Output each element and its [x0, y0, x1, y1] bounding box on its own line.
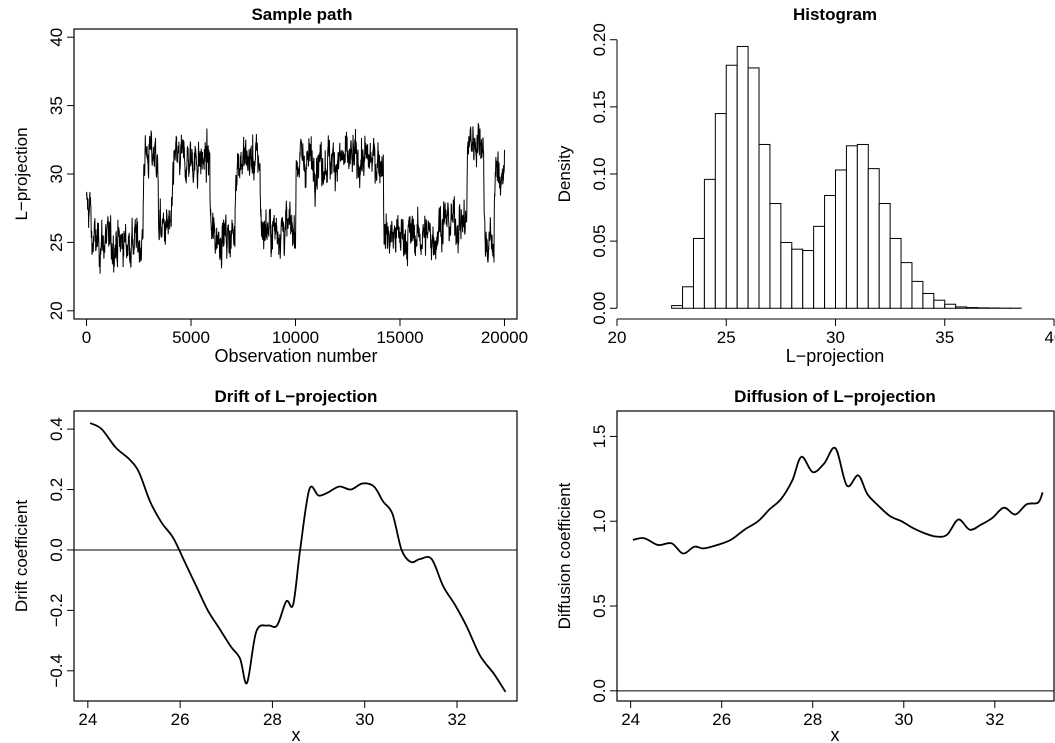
plot-frame: [617, 411, 1054, 701]
axis-ticks: 24 26 28 30 32 0.0 0.5 1.0 1.5: [590, 425, 1004, 729]
x-tick-label: 15000: [376, 328, 423, 347]
y-tick-label: 1.0: [590, 509, 609, 533]
plot-frame: [74, 29, 517, 319]
x-tick-label: 30: [894, 710, 913, 729]
y-axis-label: Drift coefficient: [12, 500, 31, 612]
x-tick-label: 10000: [272, 328, 319, 347]
chart-title: Diffusion of L−projection: [734, 387, 936, 406]
histogram-bar: [868, 169, 879, 309]
y-tick-label: 20: [47, 301, 66, 320]
y-axis-label: Diffusion coefficient: [555, 482, 574, 629]
x-tick-label: 24: [621, 710, 640, 729]
histogram-bar: [846, 146, 857, 308]
panel-diffusion: Diffusion of L−projection 24 26 28 30 32 0.0 0…: [555, 387, 1054, 743]
histogram-bar: [814, 226, 825, 308]
x-tick-label: 32: [448, 710, 467, 729]
histogram-bar: [956, 307, 967, 308]
y-tick-label: 0.05: [590, 225, 609, 258]
histogram-bar: [890, 238, 901, 308]
plot-frame: [74, 411, 517, 701]
x-axis-label: x: [292, 725, 301, 743]
panel-histogram: Histogram 20 25 30 35 40 0.00 0.05 0.10 0.15 0.20…: [555, 5, 1055, 366]
y-axis-label: Density: [555, 145, 574, 202]
x-tick-label: 26: [712, 710, 731, 729]
x-tick-label: 28: [803, 710, 822, 729]
panel-drift: Drift of L−projection 24 26 28 30 32 −0.4 −0.2…: [12, 387, 517, 743]
histogram-bar: [792, 249, 803, 308]
y-tick-label: 35: [47, 96, 66, 115]
x-tick-label: 32: [985, 710, 1004, 729]
x-tick-label: 0: [82, 328, 91, 347]
chart-title: Sample path: [251, 5, 352, 24]
y-tick-label: 0.0: [590, 679, 609, 703]
histogram-bar: [967, 308, 978, 309]
histogram-bar: [748, 68, 759, 308]
x-tick-label: 20000: [481, 328, 528, 347]
x-tick-label: 25: [717, 328, 736, 347]
drift-curve: [90, 423, 505, 692]
y-tick-label: −0.2: [47, 594, 66, 628]
x-tick-label: 5000: [172, 328, 210, 347]
y-tick-label: 0.4: [47, 417, 66, 441]
histogram-bar: [781, 242, 792, 308]
histogram-bars: [672, 46, 1022, 308]
x-tick-label: 30: [826, 328, 845, 347]
histogram-bar: [726, 65, 737, 308]
histogram-bar: [912, 281, 923, 308]
histogram-bar: [737, 46, 748, 308]
histogram-bar: [836, 170, 847, 308]
y-tick-label: 0.15: [590, 90, 609, 123]
histogram-bar: [803, 251, 814, 309]
x-tick-label: 26: [171, 710, 190, 729]
x-tick-label: 20: [608, 328, 627, 347]
x-tick-label: 28: [263, 710, 282, 729]
x-tick-label: 35: [935, 328, 954, 347]
x-axis-label: Observation number: [214, 346, 377, 366]
histogram-bar: [672, 306, 683, 309]
y-tick-label: 0.2: [47, 478, 66, 502]
histogram-bar: [945, 304, 956, 308]
histogram-bar: [934, 300, 945, 308]
series-line: [87, 123, 505, 274]
y-tick-label: 40: [47, 28, 66, 47]
x-tick-label: 40: [1045, 328, 1055, 347]
histogram-bar: [825, 195, 836, 308]
y-tick-label: 0.20: [590, 23, 609, 56]
histogram-bar: [759, 144, 770, 308]
histogram-bar: [693, 238, 704, 308]
histogram-bar: [901, 263, 912, 309]
histogram-bar: [857, 144, 868, 308]
histogram-bar: [923, 293, 934, 308]
y-tick-label: 0.00: [590, 292, 609, 325]
chart-title: Drift of L−projection: [215, 387, 378, 406]
axis-ticks: 0 5000 10000 15000 20000 20 25 30 35 40: [47, 28, 528, 347]
y-axis-label: L−projection: [12, 127, 31, 220]
diffusion-curve: [633, 448, 1043, 554]
x-axis-label: x: [831, 725, 840, 743]
histogram-bar: [704, 179, 715, 308]
histogram-bar: [715, 114, 726, 309]
y-tick-label: 0.10: [590, 157, 609, 190]
chart-title: Histogram: [793, 5, 877, 24]
x-tick-label: 24: [78, 710, 97, 729]
y-tick-label: 30: [47, 165, 66, 184]
histogram-bar: [879, 204, 890, 309]
x-axis-label: L−projection: [786, 346, 885, 366]
histogram-bar: [683, 287, 694, 308]
y-tick-label: 0.0: [47, 538, 66, 562]
panel-sample-path: Sample path 0 5000 10000 15000 20000 20 25 30 35…: [12, 5, 528, 366]
histogram-bar: [770, 204, 781, 309]
y-tick-label: 25: [47, 233, 66, 252]
y-tick-label: 1.5: [590, 425, 609, 449]
y-tick-label: 0.5: [590, 594, 609, 618]
x-tick-label: 30: [355, 710, 374, 729]
axis-ticks: 24 26 28 30 32 −0.4 −0.2 0.0 0.2 0.4: [47, 417, 467, 729]
y-tick-label: −0.4: [47, 654, 66, 688]
